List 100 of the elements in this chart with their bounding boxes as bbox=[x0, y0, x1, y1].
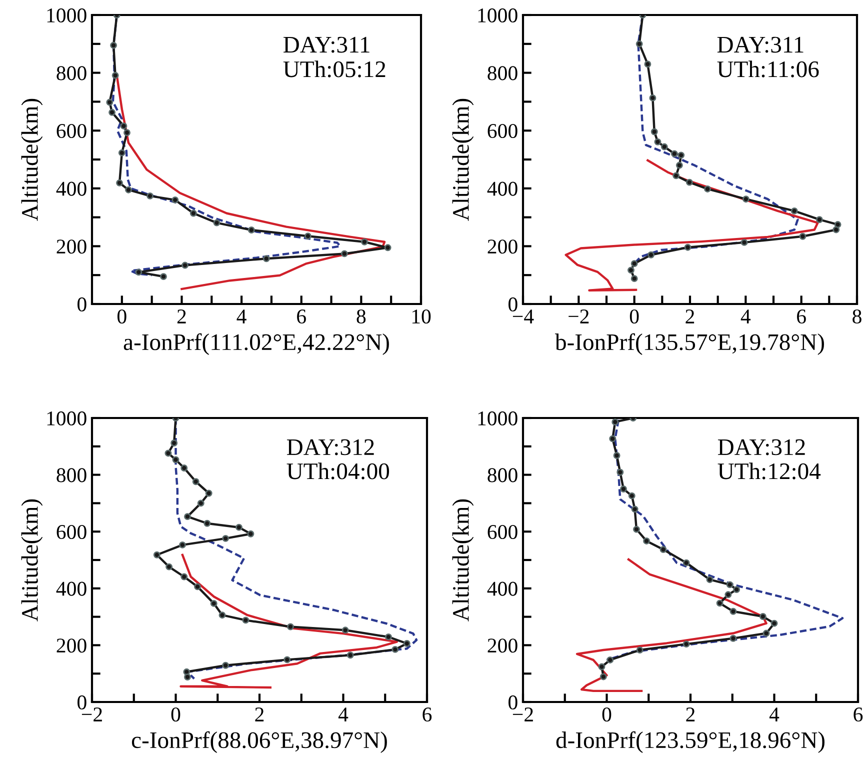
x-tick-label: −2 bbox=[82, 708, 102, 722]
y-tick-label: 600 bbox=[488, 524, 518, 540]
x-tick-label: 2 bbox=[177, 310, 186, 324]
y-tick-label: 400 bbox=[487, 182, 518, 196]
annotation: DAY:312 bbox=[286, 439, 374, 456]
x-axis-title: c-IonPrf(88.06°E,38.97°N) bbox=[132, 731, 387, 753]
y-tick-label: 200 bbox=[56, 240, 86, 254]
y-tick-label: 200 bbox=[488, 638, 518, 653]
point bbox=[606, 656, 614, 664]
point bbox=[704, 186, 712, 192]
y-tick-label: 600 bbox=[488, 124, 518, 138]
y-tick-label: 400 bbox=[487, 582, 518, 596]
y-tick-label: 400 bbox=[56, 182, 86, 196]
point bbox=[759, 613, 766, 620]
point bbox=[649, 94, 656, 102]
x-axis-title: a-IonPrf(111.02°E,42.22°N) bbox=[124, 333, 389, 355]
y-tick-label: 1000 bbox=[478, 411, 518, 426]
y-tick-label: 800 bbox=[488, 468, 518, 482]
y-axis-title: Altitude(km) bbox=[452, 98, 474, 221]
point bbox=[120, 122, 128, 130]
point bbox=[242, 616, 250, 624]
point bbox=[192, 478, 200, 486]
point bbox=[342, 626, 349, 634]
point bbox=[218, 612, 226, 619]
y-tick-label: 200 bbox=[56, 638, 86, 653]
point bbox=[170, 440, 178, 446]
x-tick-label: 6 bbox=[297, 310, 306, 324]
y-tick-label: 1000 bbox=[478, 8, 518, 22]
y-axis-title: Altitude(km) bbox=[21, 98, 43, 221]
y-tick-label: 400 bbox=[56, 582, 86, 596]
x-tick-label: 6 bbox=[854, 708, 863, 722]
point bbox=[628, 266, 634, 274]
point bbox=[284, 656, 291, 664]
y-tick-label: 600 bbox=[56, 124, 86, 138]
point bbox=[762, 630, 770, 637]
point bbox=[304, 232, 312, 240]
point bbox=[682, 640, 690, 648]
point bbox=[164, 450, 172, 457]
point bbox=[630, 260, 638, 268]
annotation: DAY:311 bbox=[717, 36, 804, 53]
point bbox=[660, 546, 667, 553]
x-axis-title: d-IonPrf(123.59°E,18.96°N) bbox=[556, 731, 824, 753]
annotation: UTh:04:00 bbox=[286, 462, 390, 480]
point bbox=[182, 262, 188, 269]
y-tick-label: 600 bbox=[56, 524, 86, 540]
point bbox=[670, 150, 678, 158]
x-tick-label: 4 bbox=[740, 310, 751, 324]
point bbox=[384, 244, 392, 252]
point bbox=[799, 232, 806, 240]
point bbox=[636, 40, 643, 48]
y-tick-label: 0 bbox=[78, 695, 86, 710]
y-tick-label: 800 bbox=[56, 468, 86, 482]
point bbox=[660, 143, 668, 150]
x-tick-label: 2 bbox=[686, 708, 695, 722]
point bbox=[742, 196, 750, 203]
y-tick-label: 0 bbox=[508, 695, 518, 710]
point bbox=[612, 418, 619, 426]
point bbox=[197, 500, 204, 507]
point bbox=[678, 152, 685, 159]
point bbox=[110, 42, 118, 49]
point bbox=[116, 179, 123, 186]
point bbox=[631, 506, 638, 513]
x-tick-label: 6 bbox=[422, 708, 432, 722]
point bbox=[213, 219, 220, 226]
x-tick-label: −2 bbox=[568, 310, 589, 324]
point bbox=[648, 251, 655, 258]
line-series bbox=[180, 554, 398, 689]
point bbox=[222, 662, 230, 669]
point bbox=[633, 526, 640, 533]
y-axis-title: Altitude(km) bbox=[21, 499, 43, 622]
y-tick-label: 0 bbox=[78, 297, 86, 312]
point bbox=[361, 238, 368, 246]
annotation: DAY:312 bbox=[718, 439, 805, 456]
point bbox=[613, 452, 620, 459]
point bbox=[247, 530, 254, 538]
point bbox=[643, 538, 650, 544]
point bbox=[184, 674, 191, 680]
annotation: UTh:12:04 bbox=[718, 462, 821, 480]
point bbox=[598, 663, 606, 670]
point bbox=[340, 250, 348, 258]
point bbox=[676, 162, 683, 169]
point bbox=[112, 72, 119, 79]
point bbox=[178, 541, 186, 548]
point bbox=[204, 520, 211, 527]
point bbox=[236, 524, 242, 531]
x-tick-label: 2 bbox=[686, 310, 694, 324]
x-tick-label: 4 bbox=[338, 708, 348, 722]
x-tick-label: 0 bbox=[630, 309, 639, 324]
x-tick-label: 0 bbox=[171, 707, 180, 722]
y-tick-label: 0 bbox=[508, 297, 518, 312]
point bbox=[600, 673, 607, 680]
y-tick-label: 1000 bbox=[47, 8, 86, 22]
point bbox=[190, 210, 197, 217]
point bbox=[740, 238, 748, 246]
point bbox=[172, 196, 179, 204]
point bbox=[205, 490, 212, 497]
point bbox=[609, 435, 616, 442]
point bbox=[153, 551, 160, 558]
point bbox=[650, 128, 658, 136]
annotation: UTh:11:06 bbox=[717, 60, 819, 78]
